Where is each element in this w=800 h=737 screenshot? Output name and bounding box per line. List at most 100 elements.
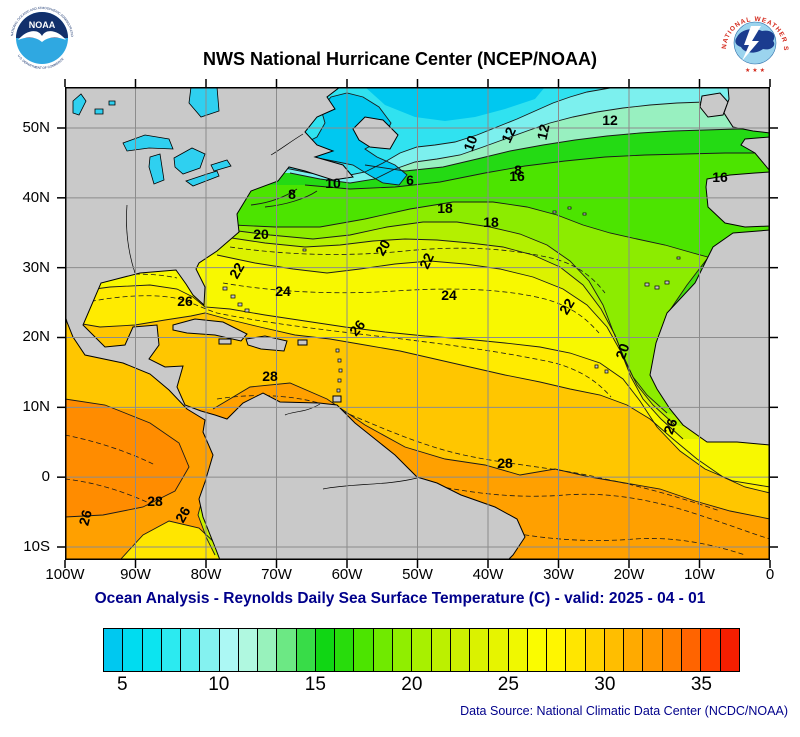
colorbar-tick-label: 25 — [497, 674, 519, 695]
x-tick-label: 60W — [331, 566, 363, 583]
contour-label: 18 — [483, 214, 499, 230]
lake-michigan — [148, 153, 165, 185]
x-tick-label: 80W — [190, 566, 222, 583]
colorbar-cell — [470, 629, 490, 671]
colorbar-cell — [624, 629, 644, 671]
y-tick-label: 0 — [41, 468, 50, 486]
colorbar-cell — [315, 629, 336, 671]
map-frame — [65, 87, 770, 560]
contour-label: 26 — [172, 504, 194, 526]
x-tick-label: 30W — [543, 566, 574, 583]
contour-label: 18 — [437, 200, 453, 216]
contour-label: 6 — [406, 172, 414, 188]
contour-label: 12 — [498, 124, 519, 145]
colorbar-cell — [392, 629, 413, 671]
x-tick-label: 100W — [45, 566, 85, 583]
y-tick-label: 40N — [22, 188, 50, 206]
x-tick-label: 20W — [613, 566, 645, 583]
colorbar-cell — [181, 629, 201, 671]
x-tick-label: 10W — [684, 566, 715, 583]
colorbar-cell — [104, 629, 124, 671]
contour-label: 8 — [288, 186, 296, 202]
page-title: NWS National Hurricane Center (NCEP/NOAA… — [202, 49, 598, 69]
contour-label: 26 — [177, 293, 193, 309]
iberia — [705, 171, 770, 228]
contour-label: 16 — [509, 168, 525, 184]
data-source-note: Data Source: National Climatic Data Cent… — [460, 704, 788, 718]
contour-label: 22 — [416, 250, 437, 271]
noaa-seagull-icon — [18, 31, 66, 42]
colorbar-cell — [547, 629, 567, 671]
nws-stars: ★ ★ ★ — [745, 67, 765, 74]
great-britain — [723, 87, 770, 134]
colorbar-tick-label: 5 — [117, 674, 128, 695]
contour-label: 20 — [372, 237, 394, 259]
colorbar-cell — [296, 629, 316, 671]
contour-label: 10 — [325, 175, 341, 191]
contour-label: 16 — [712, 169, 728, 185]
y-tick-label: 10S — [23, 537, 50, 555]
colorbar-cell — [701, 629, 721, 671]
contour-label: 24 — [441, 287, 457, 303]
lightning-bolt-icon — [742, 26, 761, 61]
colorbar-cell — [720, 629, 739, 671]
x-tick-label: 70W — [261, 566, 292, 583]
contour-label: 12 — [602, 112, 618, 128]
colorbar-cell — [643, 629, 663, 671]
colorbar-cell — [412, 629, 432, 671]
contour-label: 20 — [612, 341, 632, 361]
contour-label: 20 — [253, 226, 269, 242]
rivers — [126, 133, 418, 490]
noaa-wordmark: NOAA — [29, 20, 56, 30]
contour-label: 28 — [262, 368, 278, 384]
contour-label: 28 — [147, 493, 163, 509]
lake-winnipeg — [72, 93, 87, 116]
colorbar-cell — [373, 629, 393, 671]
contour-label: 26 — [75, 508, 95, 527]
colorbar-cell — [527, 629, 548, 671]
contour-label: 12 — [534, 122, 553, 141]
colorbar-cell — [431, 629, 451, 671]
colorbar-cell — [604, 629, 625, 671]
x-tick-label: 50W — [402, 566, 433, 583]
colorbar-cell — [200, 629, 220, 671]
nws-cloud-shape — [735, 29, 775, 53]
colorbar-cell — [142, 629, 162, 671]
y-tick-label: 10N — [22, 398, 50, 416]
lat-lon-grid — [65, 87, 770, 560]
lake-erie — [185, 170, 220, 187]
contour-label: 26 — [660, 416, 680, 436]
americas-landmass — [65, 87, 526, 560]
amazon-river — [322, 477, 418, 490]
axis-ticks — [57, 79, 778, 568]
y-tick-label: 20N — [22, 328, 50, 346]
st-lawrence-river — [270, 133, 304, 156]
colorbar-cell — [238, 629, 259, 671]
colorbar-cell — [450, 629, 471, 671]
colorbar-cell — [354, 629, 374, 671]
james-bay — [188, 87, 220, 118]
contour-label: 8 — [514, 162, 522, 178]
colorbar-cell — [681, 629, 702, 671]
colorbar-cell — [219, 629, 239, 671]
x-tick-label: 40W — [472, 566, 504, 583]
colorbar-cell — [489, 629, 509, 671]
y-tick-label: 30N — [22, 258, 50, 276]
jamaica — [218, 338, 232, 345]
contour-label: 22 — [226, 260, 248, 282]
cuba — [172, 318, 248, 342]
x-tick-label: 90W — [120, 566, 151, 583]
colorbar-cell — [508, 629, 528, 671]
trinidad — [332, 395, 342, 403]
colorbar-tick-label: 15 — [304, 674, 326, 695]
orinoco-river — [284, 403, 321, 416]
lake-huron — [173, 147, 206, 175]
landmasses — [65, 87, 770, 560]
colorbar-cell — [335, 629, 355, 671]
intermediate-contours-dashed — [65, 246, 770, 556]
noaa-logo: NATIONAL OCEANIC AND ATMOSPHERIC ADMINIS… — [8, 4, 75, 71]
colorbar-cell — [123, 629, 143, 671]
colorbar-cell — [258, 629, 278, 671]
